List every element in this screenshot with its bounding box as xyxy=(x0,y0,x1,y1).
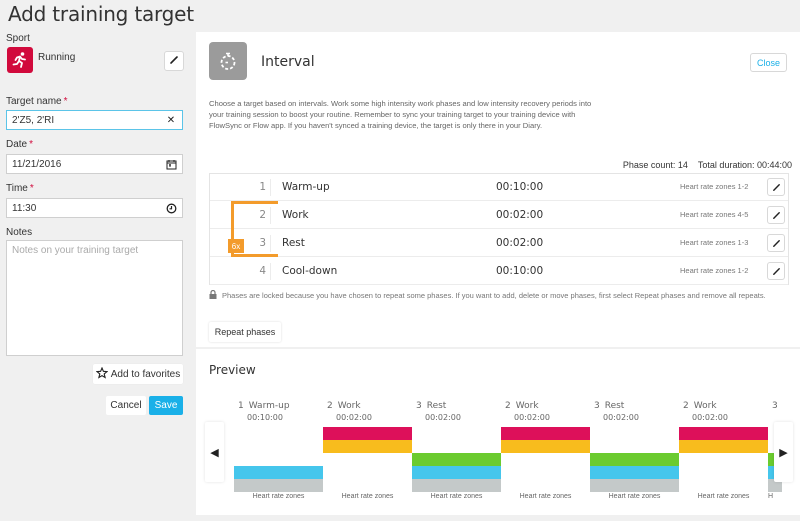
zone-bar-2 xyxy=(412,466,501,479)
clear-icon[interactable]: ✕ xyxy=(166,114,176,126)
chevron-right-icon: ▶ xyxy=(779,446,788,459)
date-label: Date * xyxy=(6,139,34,150)
edit-sport-button[interactable] xyxy=(164,51,184,71)
sport-name: Running xyxy=(38,52,76,63)
star-icon xyxy=(95,366,109,382)
phase-summary: Phase count: 14 Total duration: 00:44:00 xyxy=(623,160,792,170)
chevron-left-icon: ◀ xyxy=(210,446,219,459)
zone-bar-5 xyxy=(323,427,412,440)
edit-phase-button[interactable] xyxy=(767,234,785,252)
pencil-icon xyxy=(772,211,780,219)
running-icon xyxy=(7,47,33,73)
sport-label: Sport xyxy=(6,33,30,44)
zone-bar-2 xyxy=(234,466,323,479)
repeat-phases-button[interactable]: Repeat phases xyxy=(209,322,281,342)
phase-row[interactable]: 3 Rest 00:02:00 Heart rate zones 1-3 xyxy=(210,230,788,257)
zone-bar-4 xyxy=(679,440,768,453)
zone-bar-4 xyxy=(501,440,590,453)
zone-bar-4 xyxy=(323,440,412,453)
preview-phase-column: 1 Warm-up 00:10:00 Heart rate zones xyxy=(234,401,323,511)
preview-next-button[interactable]: ▶ xyxy=(774,422,793,482)
locked-phases-note: Phases are locked because you have chose… xyxy=(209,289,766,301)
preview-title: Preview xyxy=(209,363,256,377)
preview-section: Preview ◀ 1 Warm-up 00:10:00 Heart rate z… xyxy=(196,349,800,515)
training-type-title: Interval xyxy=(261,54,315,70)
cancel-button[interactable]: Cancel xyxy=(106,396,146,415)
zone-bar-1 xyxy=(590,479,679,492)
add-to-favorites-button[interactable]: Add to favorites xyxy=(93,364,183,384)
preview-phase-column: 3 Rest 00:02:00 Heart rate zones xyxy=(590,401,679,511)
pencil-icon xyxy=(772,183,780,191)
phase-row[interactable]: 1 Warm-up 00:10:00 Heart rate zones 1-2 xyxy=(210,174,788,201)
pencil-icon xyxy=(772,239,780,247)
interval-stopwatch-icon xyxy=(209,42,247,80)
zone-bar-5 xyxy=(679,427,768,440)
time-input[interactable]: 11:30 xyxy=(6,198,183,218)
interval-description: Choose a target based on intervals. Work… xyxy=(209,99,592,130)
zone-bar-3 xyxy=(590,453,679,466)
edit-phase-button[interactable] xyxy=(767,262,785,280)
zone-bar-5 xyxy=(501,427,590,440)
target-name-label: Target name * xyxy=(6,96,68,107)
preview-phase-column: 3 Rest 00:02:00 Heart rate zones xyxy=(412,401,501,511)
time-label: Time * xyxy=(6,183,34,194)
edit-phase-button[interactable] xyxy=(767,206,785,224)
phase-count: Phase count: 14 xyxy=(622,160,688,170)
repeat-bracket xyxy=(231,201,278,257)
preview-phase-column: 2 Work 00:02:00 Heart rate zones xyxy=(323,401,412,511)
date-input[interactable]: 11/21/2016 xyxy=(6,154,183,174)
lock-icon xyxy=(209,289,217,301)
phase-row[interactable]: 4 Cool-down 00:10:00 Heart rate zones 1-… xyxy=(210,258,788,285)
close-button[interactable]: Close xyxy=(750,53,787,72)
clock-icon[interactable] xyxy=(165,202,177,214)
zone-bar-1 xyxy=(234,479,323,492)
pencil-icon xyxy=(772,267,780,275)
save-button[interactable]: Save xyxy=(149,396,183,415)
zone-bar-1 xyxy=(412,479,501,492)
preview-prev-button[interactable]: ◀ xyxy=(205,422,224,482)
edit-phase-button[interactable] xyxy=(767,178,785,196)
pencil-icon xyxy=(169,52,179,70)
interval-panel: Interval Close Choose a target based on … xyxy=(196,32,800,347)
calendar-icon[interactable] xyxy=(165,158,177,170)
total-duration: Total duration: 00:44:00 xyxy=(697,160,792,170)
zone-bar-3 xyxy=(412,453,501,466)
phase-list: 1 Warm-up 00:10:00 Heart rate zones 1-2 … xyxy=(209,173,789,285)
phase-row[interactable]: 2 Work 00:02:00 Heart rate zones 4-5 xyxy=(210,202,788,229)
repeat-count-badge: 6x xyxy=(228,239,244,253)
page-title: Add training target xyxy=(8,2,194,26)
zone-bar-2 xyxy=(590,466,679,479)
preview-phase-column: 2 Work 00:02:00 Heart rate zones xyxy=(501,401,590,511)
notes-textarea[interactable]: Notes on your training target xyxy=(6,240,183,356)
notes-label: Notes xyxy=(6,227,33,238)
target-name-input[interactable]: 2'Z5, 2'RI ✕ xyxy=(6,110,183,130)
target-form: Sport Running Target name * 2'Z5, 2'RI ✕ … xyxy=(0,0,195,521)
preview-phase-column: 2 Work 00:02:00 Heart rate zones xyxy=(679,401,768,511)
